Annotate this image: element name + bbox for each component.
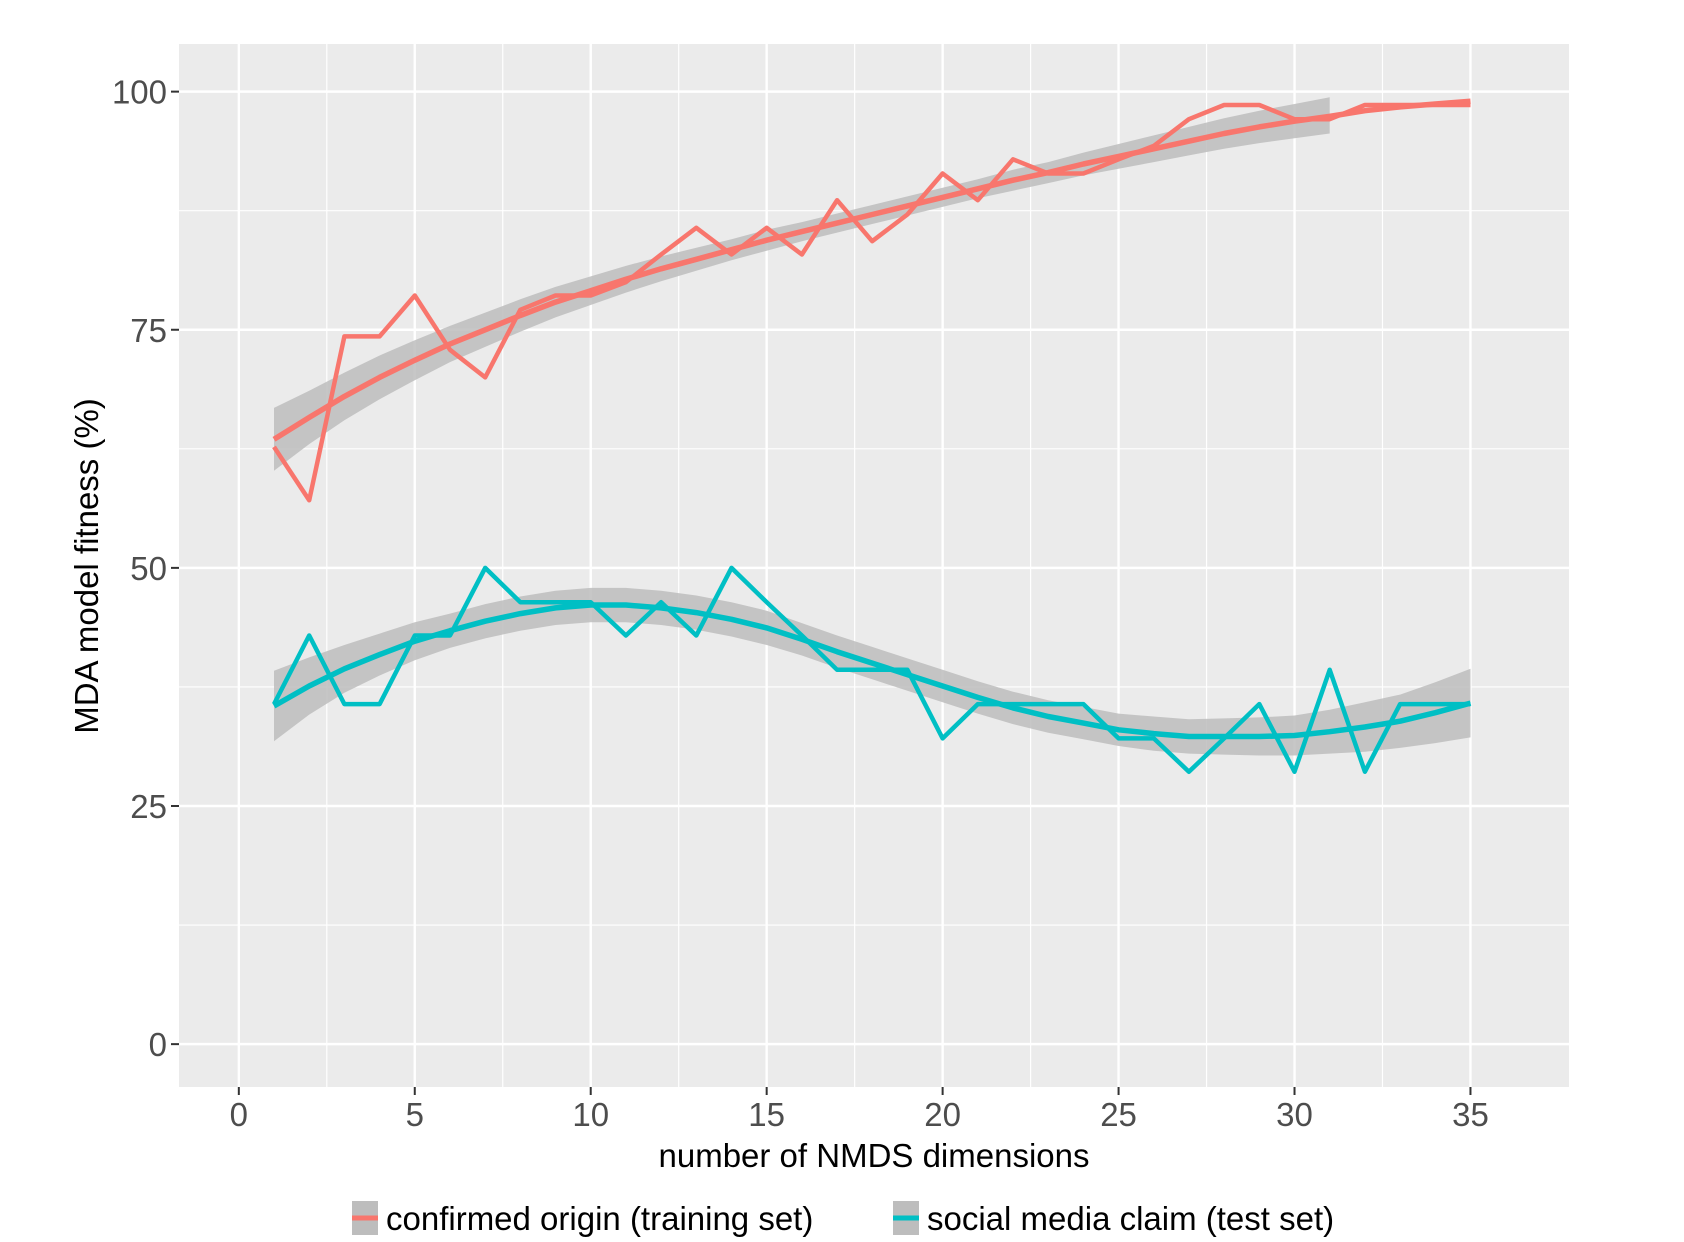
y-tick-label: 0 [149, 1026, 167, 1063]
smooth-line-0 [272, 98, 1471, 442]
legend: confirmed origin (training set) social m… [352, 1200, 1334, 1237]
x-tick-label: 35 [1452, 1096, 1489, 1133]
y-tick-label: 25 [130, 788, 167, 825]
series-lines [271, 98, 1472, 774]
x-tick-label: 30 [1276, 1096, 1313, 1133]
x-tick-label: 25 [1100, 1096, 1137, 1133]
y-axis: 0 25 50 75 100 [112, 74, 179, 1063]
plot-panel [179, 44, 1569, 1087]
x-axis-title: number of NMDS dimensions [659, 1137, 1090, 1174]
legend-label-test: social media claim (test set) [927, 1200, 1334, 1237]
legend-label-training: confirmed origin (training set) [386, 1200, 813, 1237]
y-axis-title: MDA model fitness (%) [68, 398, 105, 734]
grid-major [179, 44, 1569, 1087]
x-tick-label: 0 [230, 1096, 248, 1133]
y-tick-label: 50 [130, 550, 167, 587]
x-tick-label: 15 [748, 1096, 785, 1133]
x-tick-label: 10 [572, 1096, 609, 1133]
series-line-0 [272, 102, 1471, 503]
series-line-1 [271, 565, 1471, 774]
legend-item-test: social media claim (test set) [893, 1200, 1334, 1237]
grid-minor [179, 44, 1569, 1087]
x-tick-label: 5 [406, 1096, 424, 1133]
smooth-line-1 [272, 602, 1472, 740]
x-axis: 0 5 10 15 20 25 30 35 [230, 1087, 1489, 1133]
y-tick-label: 100 [112, 74, 167, 111]
y-tick-label: 75 [130, 312, 167, 349]
x-tick-label: 20 [924, 1096, 961, 1133]
legend-item-training: confirmed origin (training set) [352, 1200, 813, 1237]
